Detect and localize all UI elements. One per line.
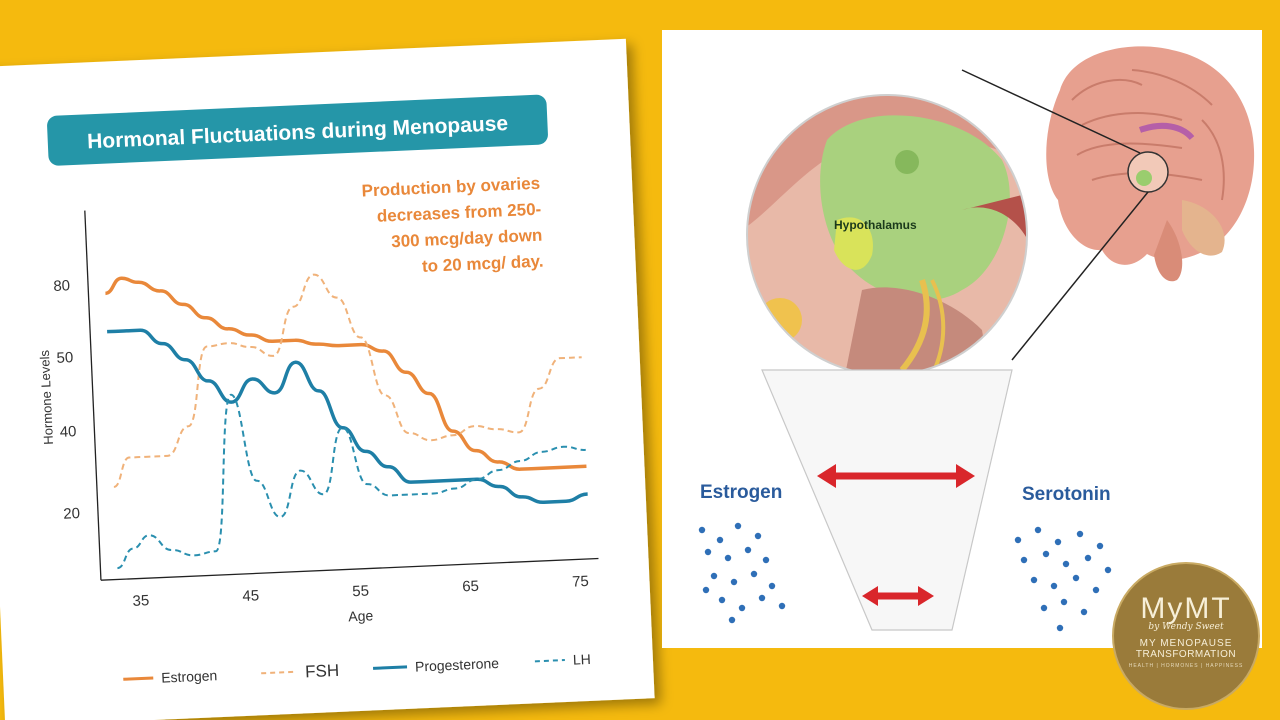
estrogen-molecule-dot: [734, 522, 742, 530]
legend-label-lh: LH: [573, 651, 592, 668]
logo-tagline: HEALTH | HORMONES | HAPPINESS: [1128, 663, 1244, 669]
series-line-progesterone: [107, 328, 588, 504]
y-tick-20: 20: [63, 505, 80, 523]
zoom-line-top: [961, 69, 1141, 154]
serotonin-molecule-dot: [1030, 576, 1038, 584]
small-double-arrow: [862, 586, 934, 606]
estrogen-molecule-dot: [744, 546, 752, 554]
x-tick-75: 75: [572, 573, 589, 591]
series-line-lh: [117, 393, 586, 570]
series-line-fsh: [113, 273, 582, 488]
zoom-line-bottom: [1011, 191, 1149, 361]
estrogen-molecule-dot: [704, 548, 712, 556]
brain-illustration: [1046, 46, 1255, 282]
y-tick-40: 40: [59, 423, 76, 441]
estrogen-molecule-dot: [702, 586, 710, 594]
magnified-view: [747, 95, 1027, 375]
serotonin-molecule-dot: [1020, 556, 1028, 564]
estrogen-molecule-dot: [698, 526, 706, 534]
y-axis: [84, 210, 102, 581]
logo-line-1: MY MENOPAUSE: [1139, 638, 1233, 649]
legend-label-estrogen: Estrogen: [161, 667, 218, 685]
brain-diagram: Hypothalamus Estrogen Serotonin: [698, 46, 1255, 632]
mymt-logo: MyMT by Wendy Sweet MY MENOPAUSE TRANSFO…: [1112, 562, 1260, 710]
y-tick-50: 50: [56, 349, 73, 367]
legend-label-progesterone: Progesterone: [415, 655, 500, 675]
serotonin-molecule-dot: [1014, 536, 1022, 544]
serotonin-molecule-dot: [1084, 554, 1092, 562]
chart-title-banner: Hormonal Fluctuations during Menopause: [47, 94, 548, 166]
x-tick-35: 35: [132, 592, 149, 610]
x-tick-65: 65: [462, 578, 479, 596]
estrogen-molecule-dot: [730, 578, 738, 586]
logo-signature: by Wendy Sweet: [1148, 622, 1224, 632]
estrogen-molecule-dot: [768, 582, 776, 590]
serotonin-molecule-dot: [1056, 624, 1064, 632]
estrogen-molecule-dot: [750, 570, 758, 578]
serotonin-molecule-dot: [1060, 598, 1068, 606]
large-double-arrow: [817, 464, 975, 488]
estrogen-molecule-dot: [718, 596, 726, 604]
serotonin-molecule-dot: [1076, 530, 1084, 538]
hypothalamus-label: Hypothalamus: [834, 218, 917, 232]
serotonin-molecule-dot: [1050, 582, 1058, 590]
legend-label-fsh: FSH: [305, 661, 340, 681]
estrogen-molecules: [698, 522, 786, 624]
estrogen-molecule-dot: [724, 554, 732, 562]
brain-diagram-panel: Hypothalamus Estrogen Serotonin: [662, 30, 1262, 648]
series-line-estrogen: [105, 276, 587, 471]
serotonin-molecule-dot: [1096, 542, 1104, 550]
serotonin-molecules: [1014, 526, 1112, 632]
legend: Estrogen FSH Progesterone LH: [123, 651, 592, 686]
x-axis: [100, 557, 599, 581]
serotonin-molecule-dot: [1062, 560, 1070, 568]
serotonin-molecule-dot: [1040, 604, 1048, 612]
x-axis-label: Age: [348, 607, 374, 624]
serotonin-label: Serotonin: [1022, 484, 1111, 505]
x-tick-55: 55: [352, 583, 369, 601]
logo-line-2: TRANSFORMATION: [1135, 649, 1237, 660]
serotonin-molecule-dot: [1072, 574, 1080, 582]
serotonin-molecule-dot: [1042, 550, 1050, 558]
estrogen-molecule-dot: [738, 604, 746, 612]
legend-swatch-estrogen: [123, 676, 154, 681]
legend-swatch-fsh: [261, 670, 296, 675]
serotonin-molecule-dot: [1034, 526, 1042, 534]
legend-swatch-lh: [534, 659, 565, 663]
logo-wordmark: MyMT: [1140, 592, 1232, 625]
series-layer: [105, 273, 588, 570]
estrogen-molecule-dot: [754, 532, 762, 540]
serotonin-molecule-dot: [1104, 566, 1112, 574]
x-tick-45: 45: [242, 587, 259, 605]
estrogen-molecule-dot: [728, 616, 736, 624]
serotonin-molecule-dot: [1092, 586, 1100, 594]
serotonin-molecule-dot: [1054, 538, 1062, 546]
legend-swatch-progesterone: [372, 665, 408, 670]
serotonin-molecule-dot: [1080, 608, 1088, 616]
funnel-cone: [761, 369, 1013, 631]
estrogen-molecule-dot: [762, 556, 770, 564]
chart-card-background: [0, 38, 655, 720]
y-axis-label: Hormone Levels: [37, 349, 56, 445]
estrogen-molecule-dot: [710, 572, 718, 580]
estrogen-molecule-dot: [758, 594, 766, 602]
estrogen-molecule-dot: [778, 602, 786, 610]
estrogen-label: Estrogen: [700, 482, 782, 503]
estrogen-molecule-dot: [716, 536, 724, 544]
y-tick-80: 80: [53, 277, 70, 295]
